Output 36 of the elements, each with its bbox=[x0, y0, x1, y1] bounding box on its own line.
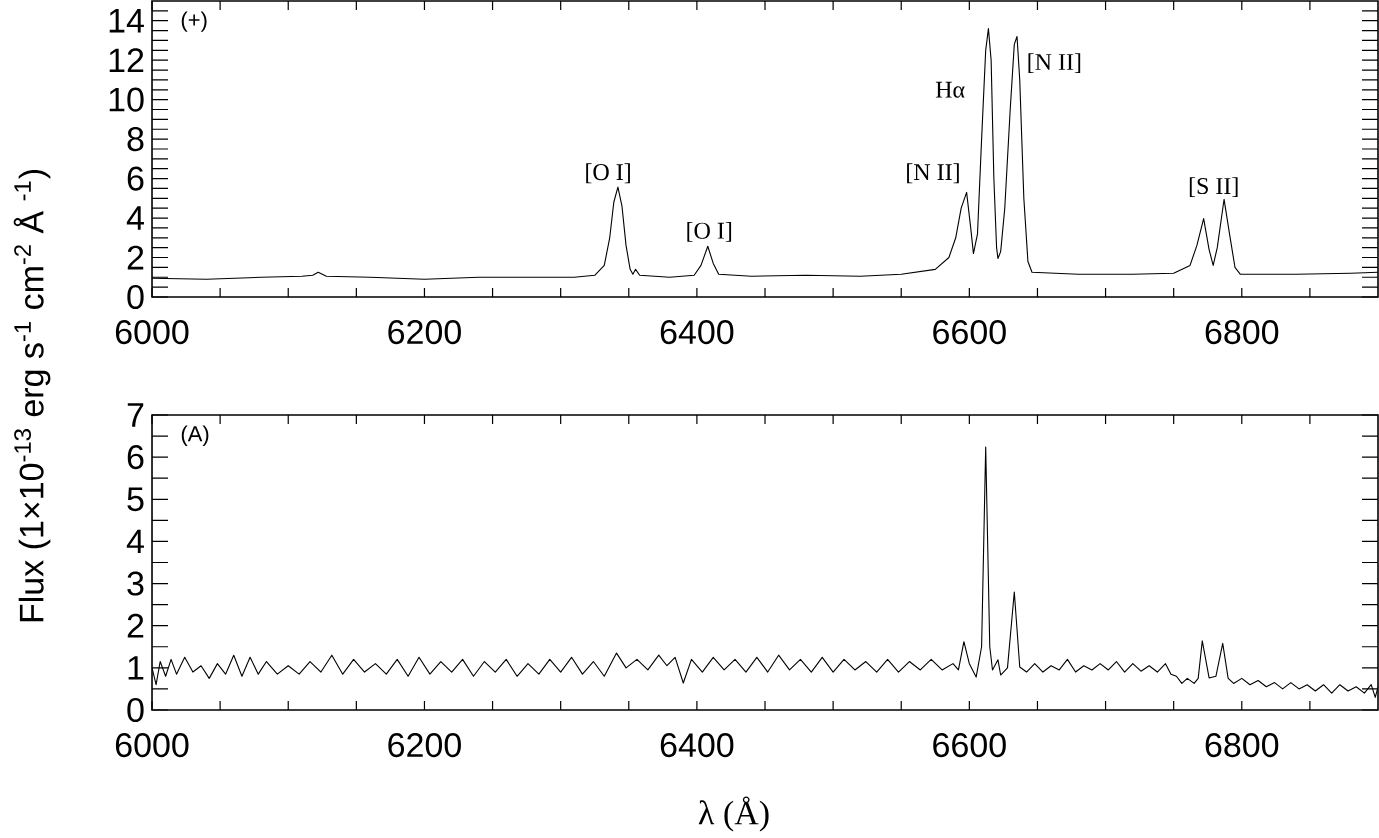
x-tick-label: 6400 bbox=[660, 733, 734, 758]
y-tick-label: 4 bbox=[126, 529, 144, 554]
annotation: (A) bbox=[181, 425, 209, 446]
annotation: [S II] bbox=[1189, 177, 1238, 198]
x-tick-label: 6000 bbox=[115, 320, 189, 345]
annotation: [O I] bbox=[687, 221, 732, 242]
annotation: [N II] bbox=[907, 163, 959, 184]
y-tick-label: 2 bbox=[127, 245, 144, 270]
x-tick-label: 6800 bbox=[1205, 733, 1279, 758]
y-tick-label: 6 bbox=[127, 445, 144, 470]
y-tick-label: 8 bbox=[127, 127, 144, 152]
x-axis-title: λ (Å) bbox=[698, 796, 769, 832]
y-tick-label: 1 bbox=[128, 656, 144, 680]
y-tick-label: 5 bbox=[127, 487, 144, 512]
x-tick-label: 6600 bbox=[933, 733, 1006, 758]
annotation: [N II] bbox=[1028, 53, 1081, 74]
y-tick-label: 7 bbox=[127, 403, 144, 427]
text: Flux (1×10$^{-13}$ erg s$^{-1}$ cm$^{-2}$ Å $^{-1}$) bbox=[13, 170, 51, 622]
x-tick-label: 6800 bbox=[1205, 320, 1279, 345]
annotation: [O I] bbox=[586, 163, 630, 184]
x-tick-label: 6600 bbox=[933, 320, 1006, 345]
x-tick-label: 6400 bbox=[660, 320, 734, 345]
y-tick-label: 14 bbox=[109, 9, 144, 33]
y-tick-label: 2 bbox=[127, 613, 144, 638]
annotation: Hα bbox=[935, 81, 965, 98]
x-tick-label: 6200 bbox=[388, 733, 461, 758]
y-tick-label: 3 bbox=[127, 571, 144, 596]
annotation: (+) bbox=[181, 11, 207, 32]
y-tick-label: 6 bbox=[127, 166, 144, 191]
y-tick-label: 0 bbox=[127, 284, 144, 310]
x-tick-label: 6200 bbox=[388, 320, 461, 345]
y-tick-label: 12 bbox=[109, 48, 144, 73]
y-tick-label: 10 bbox=[109, 87, 144, 112]
x-tick-label: 6000 bbox=[115, 733, 189, 758]
y-tick-label: 4 bbox=[126, 206, 144, 230]
y-tick-label: 0 bbox=[127, 697, 144, 723]
